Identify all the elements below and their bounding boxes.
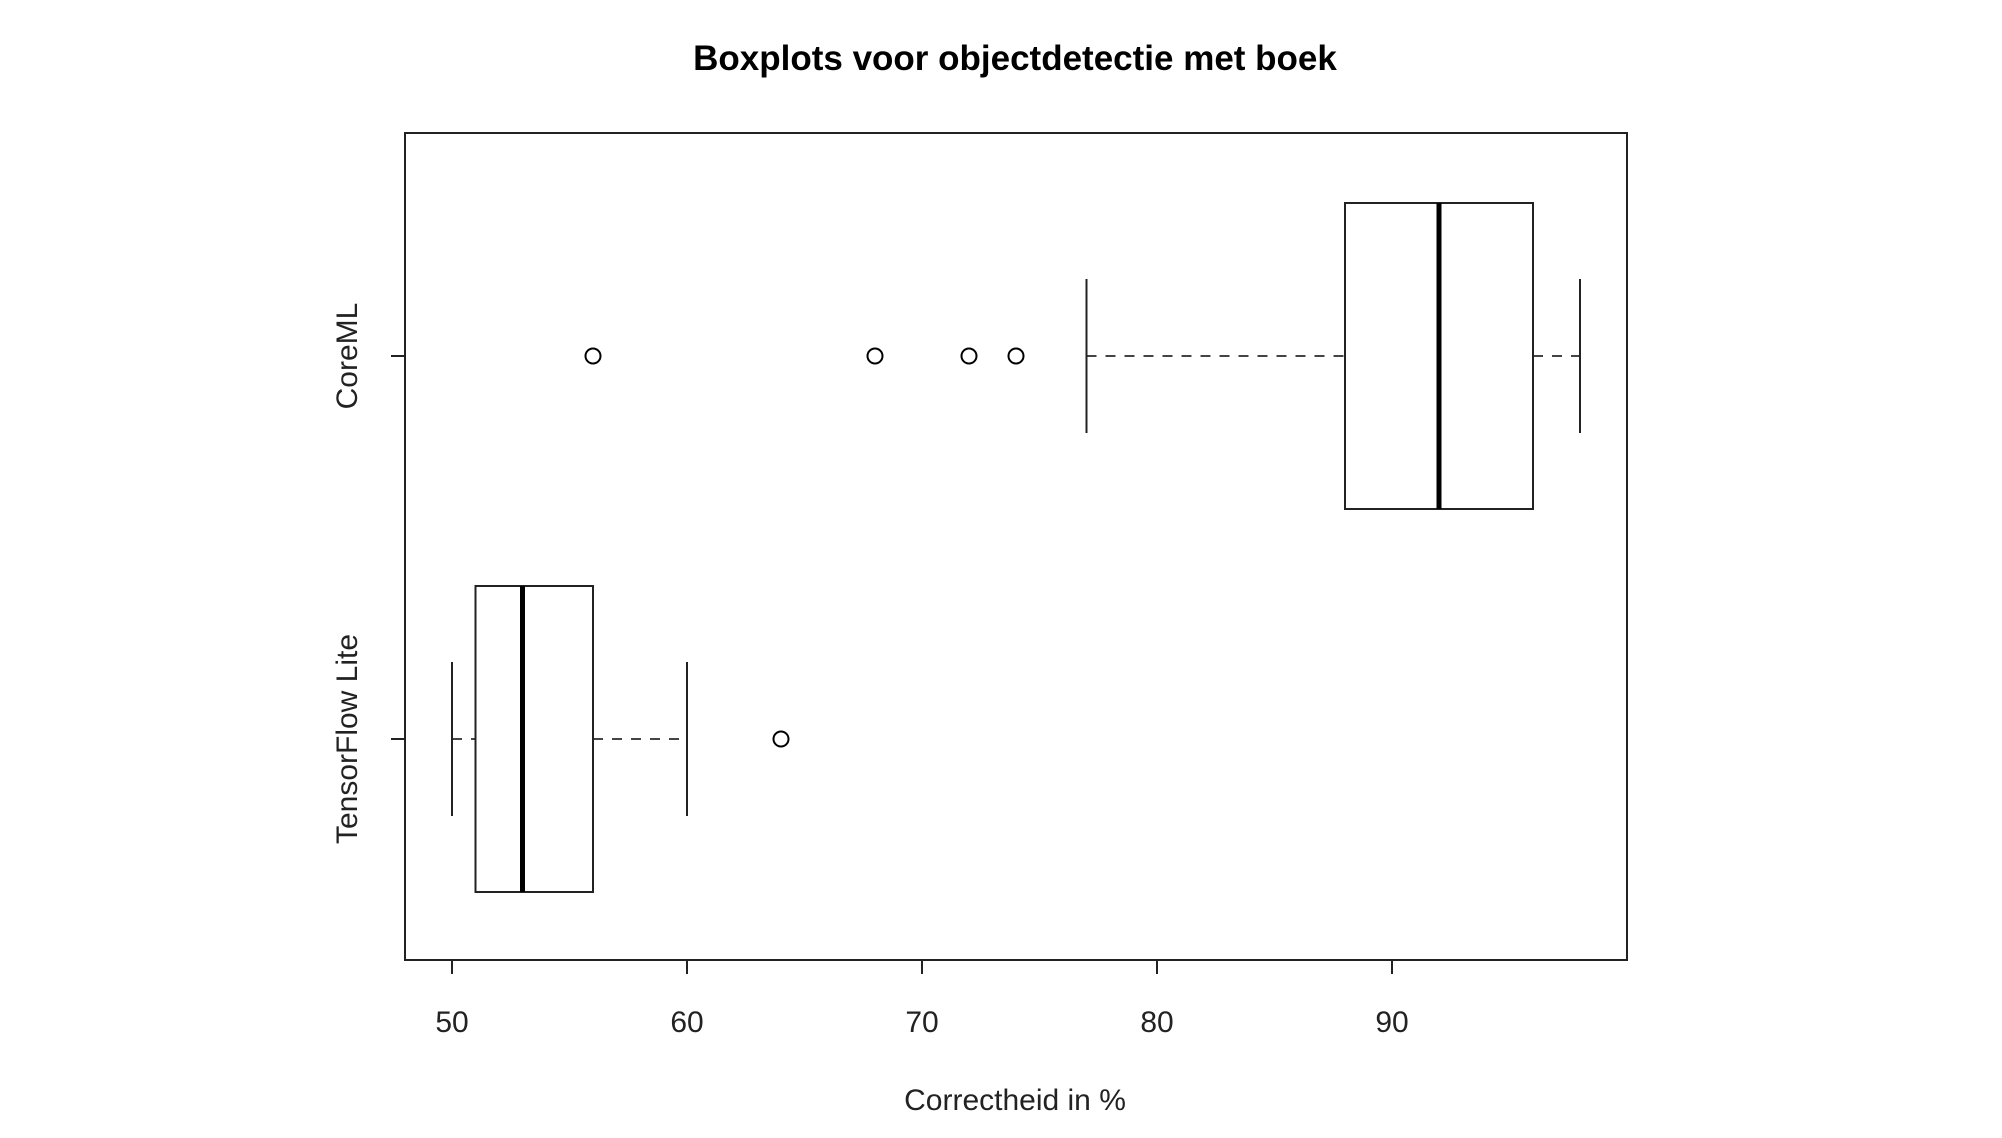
boxplot-coreml [584,202,1581,510]
x-axis-label: Correctheid in % [904,1084,1126,1117]
x-axis: 50 60 70 80 90 [435,960,1409,1039]
outlier-point [1007,347,1025,365]
outlier-point [866,347,884,365]
plot-frame [404,132,1628,961]
outlier-point [772,730,790,748]
y-category-label: CoreML [331,303,364,410]
y-axis: CoreML TensorFlow Lite [331,303,405,844]
chart-title: Boxplots voor objectdetectie met boek [693,39,1337,78]
x-tick-label-50: 50 [435,1006,468,1039]
boxplots [451,202,1581,893]
y-category-label: TensorFlow Lite [331,634,364,844]
outlier-point [960,347,978,365]
box-iqr [474,585,594,893]
outlier-point [584,347,602,365]
boxplot-tensorflow-lite [451,585,790,893]
x-tick-label-80: 80 [1140,1006,1173,1039]
x-tick-label-70: 70 [905,1006,938,1039]
x-tick-label-60: 60 [670,1006,703,1039]
x-tick-label-90: 90 [1375,1006,1408,1039]
